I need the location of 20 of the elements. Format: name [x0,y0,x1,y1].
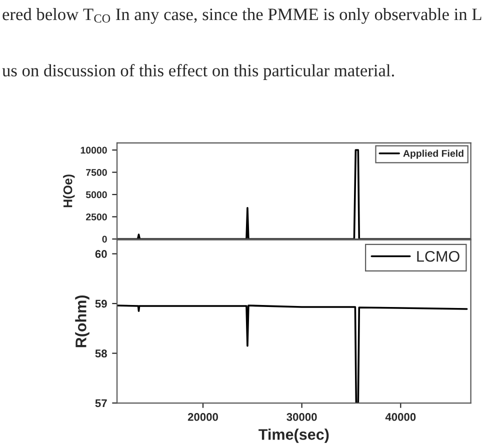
y-axis-title: H(Oe) [63,174,75,208]
x-tick-label: 20000 [188,413,218,421]
x-axis-title: Time(sec) [258,428,329,443]
y-tick-label: 60 [95,250,107,258]
x-tick-label: 40000 [385,413,416,421]
x-tick-label: 30000 [286,413,317,421]
y-tick-label: 59 [95,300,107,308]
text: us on discussion of this effect on this particular material. [2,64,394,80]
y-tick-label: 0 [102,236,107,243]
y-tick-label: 10000 [80,146,107,154]
line-series [117,304,468,404]
y-tick-label: 7500 [86,169,107,176]
y-tick-label: 58 [95,350,107,358]
text: ered below T$_{CO}$ In any case, since the PMME is only observable in L [2,8,482,24]
y-tick-label: 57 [95,399,107,408]
legend-label: LCMO [417,250,460,262]
y-tick-label: 2500 [86,214,107,220]
legend-label: Applied Field [403,150,464,159]
y-axis-title: R(ohm) [75,295,90,348]
y-tick-label: 5000 [86,191,107,198]
